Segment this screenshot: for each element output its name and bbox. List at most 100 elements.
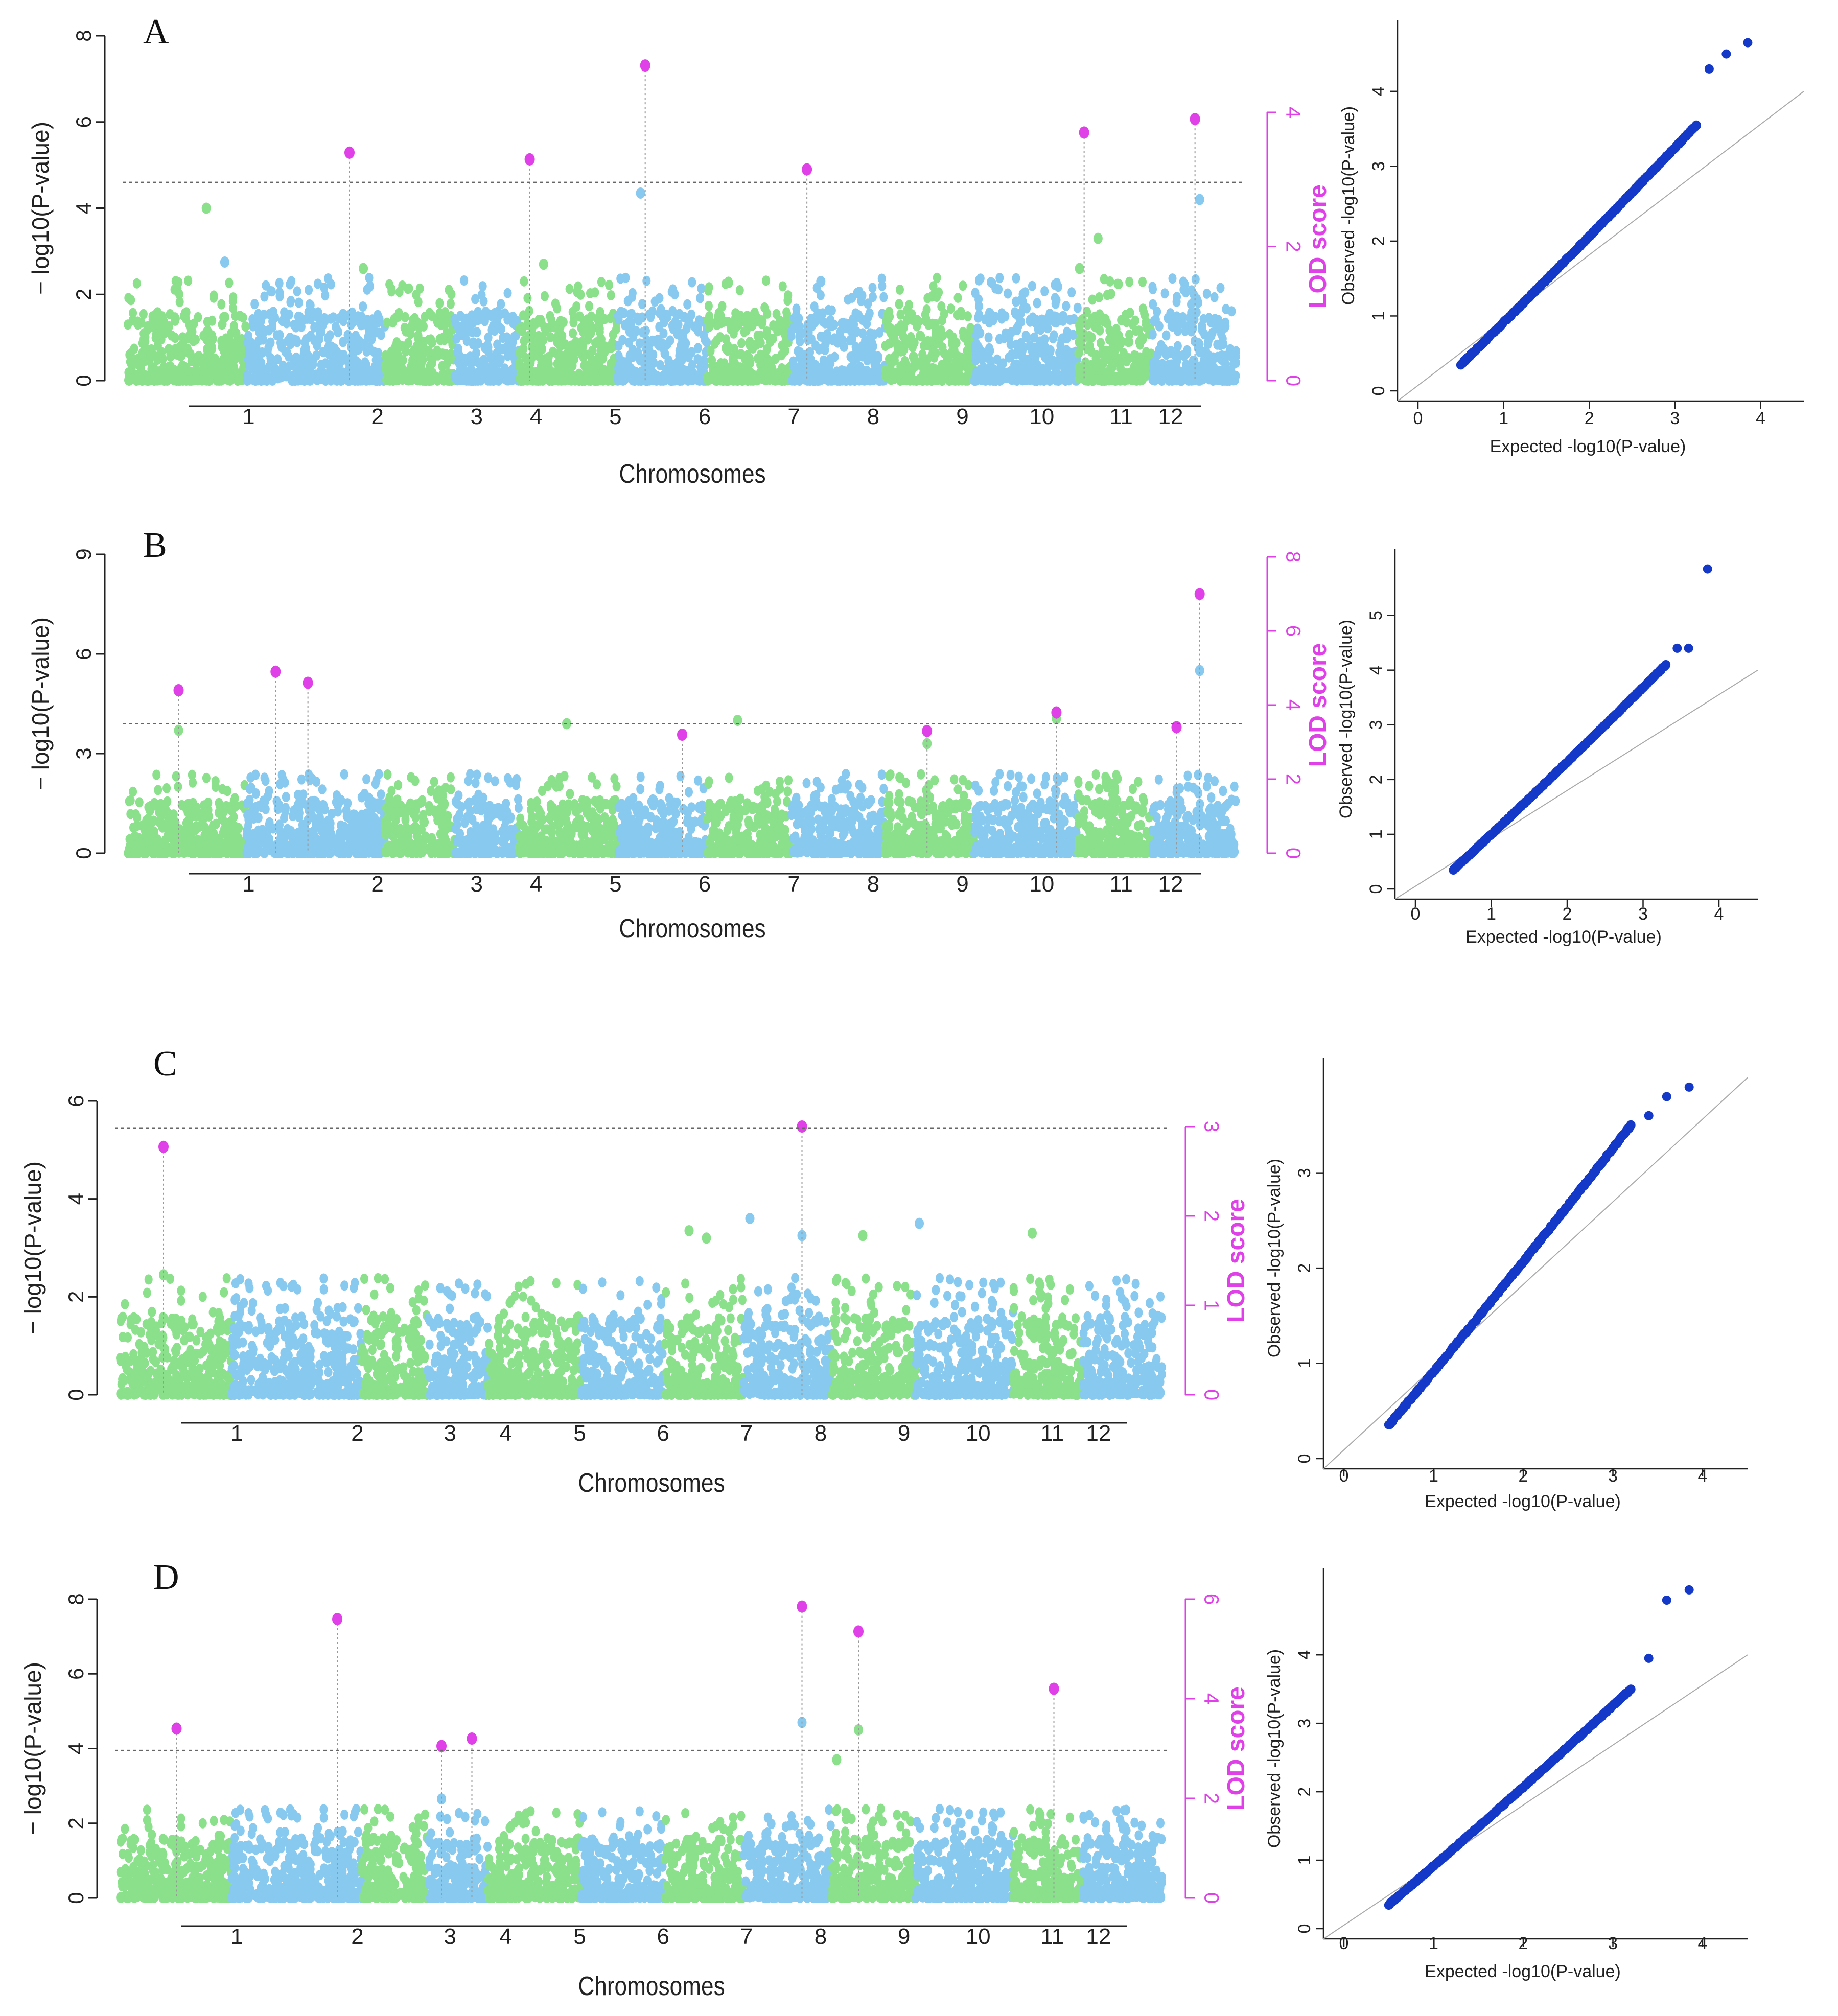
snp-point — [731, 313, 739, 323]
snp-point — [294, 827, 303, 838]
snp-point — [827, 369, 836, 380]
snp-point — [616, 273, 625, 284]
snp-point — [282, 792, 290, 802]
snp-point — [275, 287, 284, 298]
snp-point — [390, 797, 399, 808]
snp-point — [910, 351, 918, 362]
snp-point — [910, 337, 919, 348]
snp-point — [264, 791, 272, 802]
snp-point — [183, 801, 192, 812]
snp-point — [1075, 263, 1084, 274]
snp-point — [469, 374, 477, 385]
snp-point — [1091, 353, 1100, 364]
snp-point — [693, 372, 702, 382]
snp-point — [566, 360, 575, 371]
snp-point — [715, 313, 724, 323]
snp-point — [1217, 329, 1225, 339]
snp-point — [571, 375, 580, 385]
qq-y-tick-label: 3 — [1369, 161, 1388, 171]
y-axis-label: − log10(P-value) — [27, 122, 54, 295]
snp-point — [231, 311, 240, 321]
snp-point — [260, 375, 268, 386]
snp-point — [623, 356, 632, 367]
snp-point — [295, 312, 304, 322]
chromosome-tick-label: 4 — [530, 404, 542, 429]
snp-point — [250, 299, 259, 310]
snp-point — [628, 291, 637, 302]
snp-point — [154, 785, 162, 795]
snp-point — [550, 367, 559, 378]
snp-point — [208, 830, 217, 841]
snp-point — [863, 366, 871, 377]
snp-point — [539, 335, 548, 345]
snp-point — [340, 769, 348, 780]
y-tick-label: 0 — [72, 374, 96, 386]
snp-point — [990, 375, 998, 386]
snp-point — [185, 331, 194, 341]
snp-point — [1187, 285, 1196, 296]
snp-point — [290, 334, 298, 345]
snp-point — [443, 359, 451, 369]
snp-point — [1221, 350, 1230, 361]
snp-point — [288, 848, 296, 858]
snp-point — [569, 328, 577, 339]
chromosome-tick-label: 3 — [470, 404, 482, 429]
snp-point — [694, 326, 703, 337]
snp-point — [574, 281, 583, 292]
snp-point — [696, 293, 705, 303]
snp-point — [280, 813, 288, 824]
snp-point — [1154, 349, 1162, 360]
snp-point — [344, 812, 353, 823]
snp-point — [523, 293, 532, 303]
snp-point — [930, 367, 939, 378]
snp-point — [362, 833, 370, 843]
snp-point — [683, 299, 692, 310]
snp-point — [245, 784, 254, 794]
chromosome-tick-label: 9 — [956, 404, 968, 429]
snp-point — [594, 312, 603, 323]
snp-point — [394, 780, 403, 790]
snp-point — [327, 279, 335, 290]
y-tick-label: 2 — [72, 289, 96, 300]
snp-point — [1188, 374, 1196, 385]
snp-point — [276, 826, 285, 837]
snp-point — [175, 374, 184, 385]
snp-point — [382, 847, 390, 858]
snp-point — [387, 786, 396, 796]
snp-point — [190, 824, 198, 834]
snp-point — [950, 338, 959, 348]
snp-point — [503, 288, 512, 298]
snp-point — [655, 293, 664, 303]
snp-point — [618, 335, 627, 345]
snp-point — [737, 338, 746, 348]
snp-point — [1105, 325, 1114, 336]
snp-point — [1018, 371, 1027, 382]
snp-point — [433, 815, 442, 826]
snp-point — [297, 774, 306, 785]
snp-point — [756, 330, 764, 341]
snp-point — [129, 308, 137, 318]
snp-point — [427, 786, 435, 796]
snp-point — [824, 357, 832, 367]
snp-point — [778, 281, 787, 292]
lod-tick-label: 2 — [1282, 241, 1304, 252]
snp-point — [374, 310, 382, 320]
snp-point — [209, 820, 218, 831]
snp-point — [314, 278, 322, 289]
snp-point — [1195, 194, 1204, 205]
snp-point — [642, 275, 651, 286]
snp-point — [530, 336, 539, 347]
qq-reference-line — [1397, 91, 1804, 402]
snp-point — [587, 328, 595, 339]
snp-point — [254, 812, 263, 823]
snp-point — [1099, 316, 1108, 326]
snp-point — [684, 318, 693, 329]
snp-point — [474, 315, 482, 325]
lod-tick-label: 4 — [1282, 107, 1304, 118]
snp-point — [1210, 292, 1219, 302]
snp-point — [732, 349, 740, 360]
snp-point — [750, 341, 758, 351]
snp-point — [479, 296, 488, 307]
snp-point — [1109, 359, 1118, 370]
